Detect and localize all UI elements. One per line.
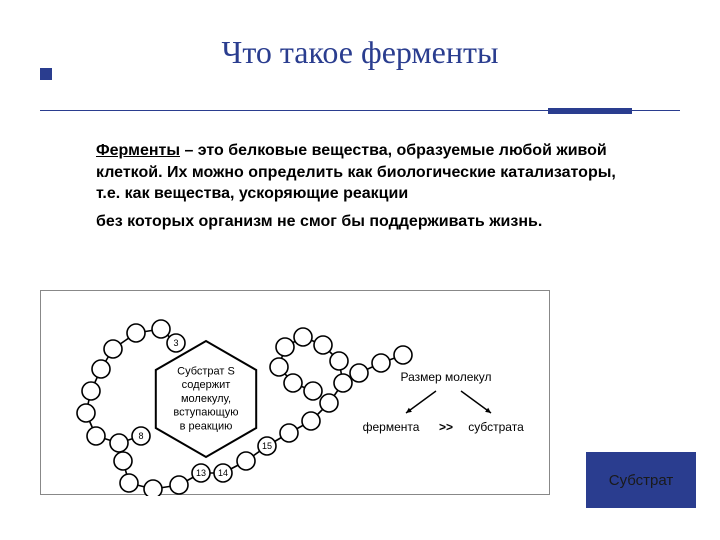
svg-text:Субстрат S: Субстрат S	[177, 365, 235, 377]
svg-text:содержит: содержит	[182, 379, 231, 391]
badge-label: Субстрат	[609, 472, 674, 489]
svg-text:Размер молекул: Размер молекул	[400, 370, 491, 384]
page-title: Что такое ферменты	[0, 34, 720, 71]
svg-text:субстрата: субстрата	[468, 420, 524, 434]
svg-text:3: 3	[173, 338, 178, 348]
svg-text:>>: >>	[439, 420, 453, 434]
svg-text:8: 8	[138, 431, 143, 441]
svg-text:15: 15	[262, 441, 272, 451]
svg-text:фермента: фермента	[363, 420, 420, 434]
title-rule	[40, 108, 680, 114]
rule-segment	[548, 108, 632, 114]
body-p2: без которых организм не смог бы поддержи…	[96, 211, 636, 233]
svg-text:молекулу,: молекулу,	[181, 393, 231, 405]
svg-text:13: 13	[196, 468, 206, 478]
svg-text:вступающую: вступающую	[173, 407, 238, 419]
substrate-badge[interactable]: Субстрат	[586, 452, 696, 508]
body-p1: Ферменты – это белковые вещества, образу…	[96, 140, 636, 205]
enzyme-figure: Субстрат S содержит молекулу, вступающуюв р…	[40, 290, 550, 495]
svg-text:в реакцию: в реакцию	[180, 420, 233, 432]
term: Ферменты	[96, 142, 180, 159]
slide: Что такое ферменты Ферменты – это белков…	[0, 0, 720, 540]
figure-svg: Субстрат S содержит молекулу, вступающуюв р…	[41, 291, 551, 496]
body-text: Ферменты – это белковые вещества, образу…	[96, 140, 636, 232]
svg-text:14: 14	[218, 468, 228, 478]
